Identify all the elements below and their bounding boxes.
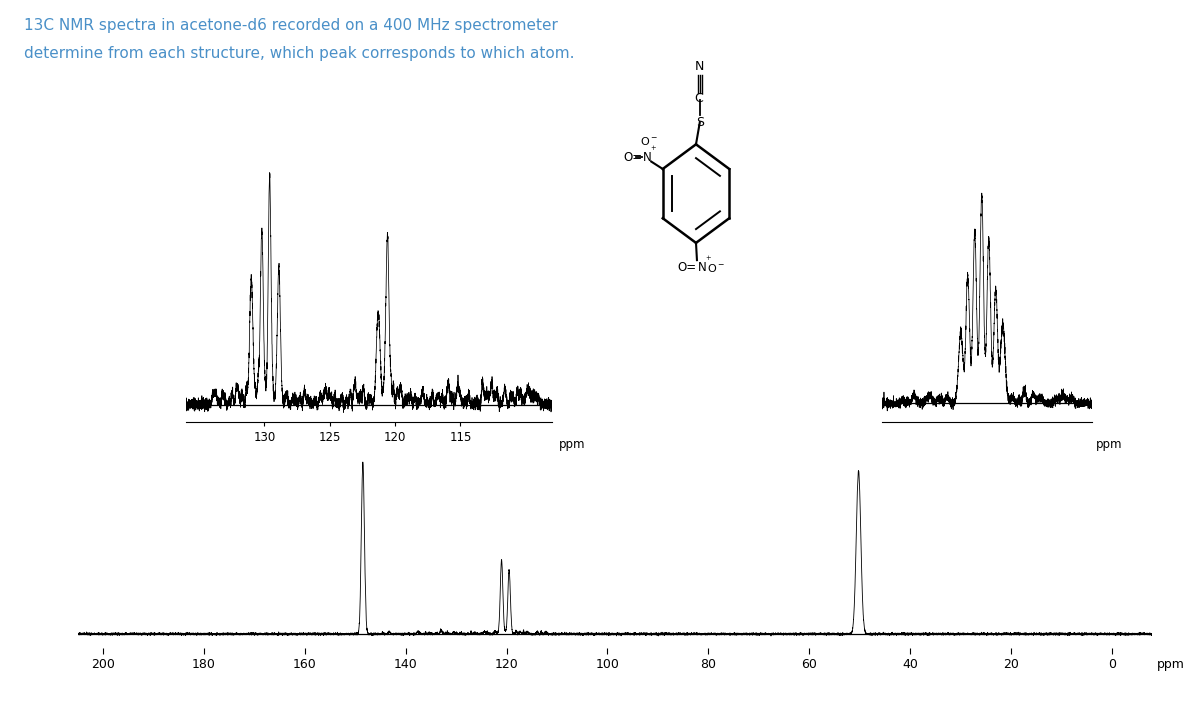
Text: S: S <box>696 115 704 129</box>
Text: O=: O= <box>624 151 642 164</box>
Text: O$^-$: O$^-$ <box>707 261 725 274</box>
Text: 13C NMR spectra in acetone-d6 recorded on a 400 MHz spectrometer: 13C NMR spectra in acetone-d6 recorded o… <box>24 18 558 32</box>
Text: N: N <box>695 61 704 73</box>
Text: determine from each structure, which peak corresponds to which atom.: determine from each structure, which pea… <box>24 46 575 61</box>
Text: $^+$: $^+$ <box>649 146 658 156</box>
Text: N: N <box>697 261 706 274</box>
Text: N: N <box>643 151 652 164</box>
Text: ppm: ppm <box>1157 658 1186 671</box>
Text: ppm: ppm <box>559 439 586 451</box>
Text: O$^-$: O$^-$ <box>641 134 659 146</box>
Text: C: C <box>695 92 703 105</box>
Text: O=: O= <box>678 261 697 274</box>
Text: $^+$: $^+$ <box>704 255 713 265</box>
Text: ppm: ppm <box>1097 439 1123 451</box>
